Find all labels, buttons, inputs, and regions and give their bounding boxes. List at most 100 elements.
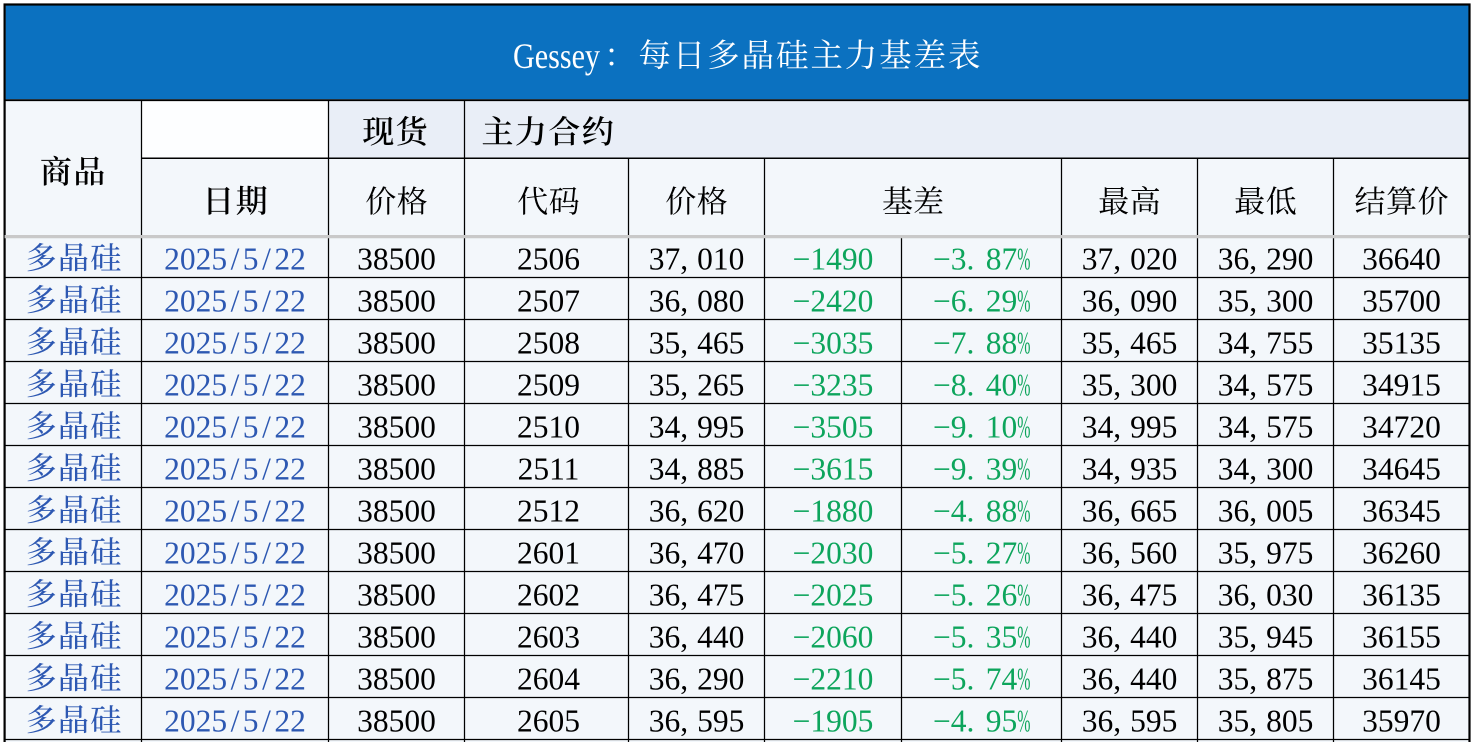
svg-text:36260: 36260 [1362, 536, 1441, 571]
svg-text:%: % [1017, 536, 1030, 571]
svg-text:22: 22 [274, 326, 306, 361]
svg-text:.: . [967, 578, 975, 613]
svg-text:/: / [262, 578, 271, 613]
svg-text:5: 5 [243, 242, 259, 277]
svg-text:/: / [231, 452, 240, 487]
svg-text:.: . [967, 620, 975, 655]
svg-text:35,: 35, [1218, 704, 1257, 739]
svg-text:%: % [1017, 242, 1030, 277]
svg-text:−3615: −3615 [793, 452, 874, 487]
svg-text:/: / [262, 620, 271, 655]
svg-text:090: 090 [1130, 284, 1177, 319]
svg-text:/: / [231, 494, 240, 529]
svg-text:36,: 36, [1218, 242, 1257, 277]
svg-text:34,: 34, [1218, 368, 1257, 403]
svg-text:37,: 37, [1082, 242, 1121, 277]
svg-text:38500: 38500 [357, 620, 436, 655]
svg-text:%: % [1017, 704, 1030, 739]
svg-text:−4: −4 [933, 494, 967, 529]
svg-text:300: 300 [1266, 452, 1313, 487]
svg-text:29: 29 [986, 284, 1018, 319]
svg-text:5: 5 [243, 704, 259, 739]
svg-text:470: 470 [697, 536, 744, 571]
svg-text:2509: 2509 [517, 368, 580, 403]
svg-text:35,: 35, [1082, 368, 1121, 403]
svg-text:26: 26 [986, 578, 1018, 613]
svg-text:36,: 36, [1082, 704, 1121, 739]
svg-text:34,: 34, [649, 410, 688, 445]
svg-text:020: 020 [1130, 242, 1177, 277]
svg-text:87: 87 [986, 242, 1018, 277]
svg-text:39: 39 [986, 452, 1018, 487]
svg-text:440: 440 [697, 620, 744, 655]
svg-text:.: . [967, 242, 975, 277]
svg-text:38500: 38500 [357, 494, 436, 529]
svg-text:35,: 35, [1218, 284, 1257, 319]
svg-text:22: 22 [274, 704, 306, 739]
svg-text:2025: 2025 [164, 536, 227, 571]
svg-text:945: 945 [1266, 620, 1313, 655]
svg-text:27: 27 [986, 536, 1018, 571]
svg-text:/: / [231, 620, 240, 655]
svg-text:805: 805 [1266, 704, 1313, 739]
svg-text:/: / [231, 326, 240, 361]
svg-text:36,: 36, [649, 494, 688, 529]
svg-text:2507: 2507 [517, 284, 580, 319]
svg-text:36,: 36, [1082, 662, 1121, 697]
svg-text:.: . [967, 494, 975, 529]
svg-text:2025: 2025 [164, 704, 227, 739]
svg-text:2025: 2025 [164, 578, 227, 613]
svg-text:.: . [967, 536, 975, 571]
svg-text:2025: 2025 [164, 494, 227, 529]
svg-text:36145: 36145 [1362, 662, 1441, 697]
svg-text:−7: −7 [933, 326, 967, 361]
svg-text:−2420: −2420 [793, 284, 874, 319]
svg-text:36,: 36, [1082, 494, 1121, 529]
svg-text:665: 665 [1130, 494, 1177, 529]
svg-text:/: / [262, 326, 271, 361]
svg-text:−2060: −2060 [793, 620, 874, 655]
svg-text:/: / [262, 242, 271, 277]
svg-text:35,: 35, [1218, 662, 1257, 697]
svg-text:.: . [967, 662, 975, 697]
svg-text:36,: 36, [649, 620, 688, 655]
svg-text:2025: 2025 [164, 620, 227, 655]
svg-text:5: 5 [243, 452, 259, 487]
svg-text:34720: 34720 [1362, 410, 1441, 445]
svg-text:290: 290 [1266, 242, 1313, 277]
svg-text:35,: 35, [1218, 536, 1257, 571]
svg-text:5: 5 [243, 368, 259, 403]
svg-text:22: 22 [274, 410, 306, 445]
svg-text:36,: 36, [1218, 494, 1257, 529]
svg-text:38500: 38500 [357, 536, 436, 571]
svg-text:2510: 2510 [517, 410, 580, 445]
svg-text:35,: 35, [1218, 620, 1257, 655]
svg-text:35700: 35700 [1362, 284, 1441, 319]
svg-text:35,: 35, [649, 326, 688, 361]
svg-text:−1880: −1880 [793, 494, 874, 529]
svg-text:38500: 38500 [357, 410, 436, 445]
svg-text:975: 975 [1266, 536, 1313, 571]
svg-text:36155: 36155 [1362, 620, 1441, 655]
svg-text:.: . [967, 368, 975, 403]
svg-text:38500: 38500 [357, 704, 436, 739]
svg-text:290: 290 [697, 662, 744, 697]
svg-text:2604: 2604 [517, 662, 580, 697]
svg-text:−3035: −3035 [793, 326, 874, 361]
svg-text:875: 875 [1266, 662, 1313, 697]
svg-text:5: 5 [243, 620, 259, 655]
svg-text:22: 22 [274, 578, 306, 613]
svg-text:/: / [262, 494, 271, 529]
svg-text:22: 22 [274, 368, 306, 403]
svg-text:2025: 2025 [164, 452, 227, 487]
svg-text:%: % [1017, 578, 1030, 613]
svg-text:265: 265 [697, 368, 744, 403]
svg-text:−8: −8 [933, 368, 967, 403]
svg-text:/: / [231, 662, 240, 697]
svg-text:995: 995 [1130, 410, 1177, 445]
svg-text:/: / [262, 452, 271, 487]
svg-text:2506: 2506 [517, 242, 580, 277]
svg-text:74: 74 [986, 662, 1018, 697]
svg-text:88: 88 [986, 326, 1018, 361]
svg-text:465: 465 [697, 326, 744, 361]
